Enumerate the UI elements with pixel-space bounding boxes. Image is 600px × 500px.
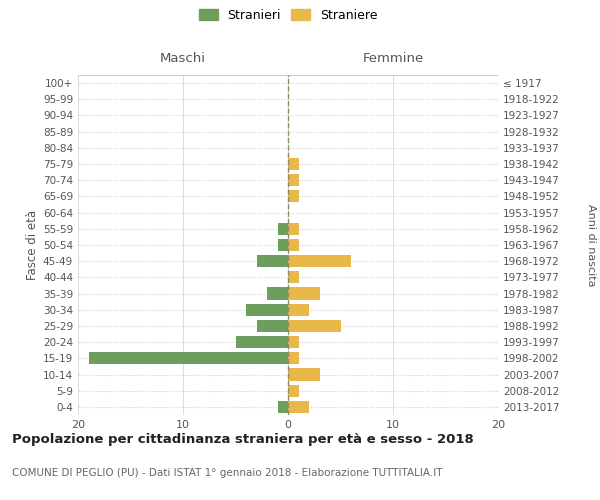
Bar bbox=[288, 368, 320, 380]
Bar bbox=[88, 352, 288, 364]
Bar bbox=[277, 401, 288, 413]
Bar bbox=[288, 174, 299, 186]
Text: Anni di nascita: Anni di nascita bbox=[586, 204, 596, 286]
Bar bbox=[277, 239, 288, 251]
Legend: Stranieri, Straniere: Stranieri, Straniere bbox=[196, 6, 380, 24]
Bar bbox=[288, 352, 299, 364]
Bar bbox=[288, 288, 320, 300]
Bar bbox=[277, 222, 288, 235]
Bar bbox=[235, 336, 288, 348]
Bar bbox=[288, 272, 299, 283]
Bar bbox=[288, 401, 309, 413]
Y-axis label: Fasce di età: Fasce di età bbox=[26, 210, 39, 280]
Bar bbox=[246, 304, 288, 316]
Text: Maschi: Maschi bbox=[160, 52, 206, 65]
Bar bbox=[288, 222, 299, 235]
Text: Femmine: Femmine bbox=[362, 52, 424, 65]
Bar bbox=[288, 255, 351, 268]
Bar bbox=[288, 190, 299, 202]
Bar bbox=[288, 336, 299, 348]
Bar bbox=[288, 304, 309, 316]
Bar bbox=[288, 239, 299, 251]
Text: COMUNE DI PEGLIO (PU) - Dati ISTAT 1° gennaio 2018 - Elaborazione TUTTITALIA.IT: COMUNE DI PEGLIO (PU) - Dati ISTAT 1° ge… bbox=[12, 468, 443, 477]
Bar bbox=[288, 320, 341, 332]
Bar bbox=[257, 255, 288, 268]
Bar bbox=[257, 320, 288, 332]
Bar bbox=[288, 384, 299, 397]
Bar bbox=[288, 158, 299, 170]
Text: Popolazione per cittadinanza straniera per età e sesso - 2018: Popolazione per cittadinanza straniera p… bbox=[12, 432, 474, 446]
Bar bbox=[267, 288, 288, 300]
